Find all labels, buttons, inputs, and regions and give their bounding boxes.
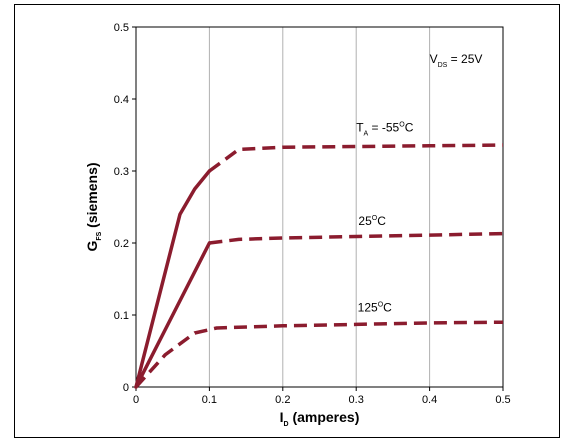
x-tick-label-0: 0	[133, 394, 139, 406]
x-tick-label-2: 0.2	[275, 394, 290, 406]
series-label-minus55c: TA = -55OC	[356, 120, 414, 137]
x-axis-title: ID (amperes)	[280, 409, 360, 428]
curve-minus55c-dashed	[208, 143, 504, 173]
x-tick-label-3: 0.3	[349, 394, 364, 406]
y-tick-label-0: 0	[123, 382, 129, 394]
plot-area	[135, 26, 504, 388]
series-labels: TA = -55OC 25OC 125OC	[356, 120, 414, 314]
x-tick-label-1: 0.1	[202, 394, 217, 406]
curves	[134, 143, 504, 389]
y-tick-label-2: 0.2	[114, 238, 129, 250]
series-label-25c: 25OC	[358, 214, 386, 228]
series-label-125c: 125OC	[358, 300, 392, 314]
x-tick-labels: 0 0.1 0.2 0.3 0.4 0.5	[133, 387, 511, 406]
y-axis-title: GFS (siemens)	[84, 162, 103, 251]
grid	[208, 27, 431, 387]
vds-annotation: VDS = 25V	[430, 52, 483, 69]
chart-frame	[14, 4, 560, 438]
curve-125c-dashed	[134, 320, 504, 389]
y-tick-label-5: 0.5	[114, 22, 129, 34]
x-tick-label-4: 0.4	[422, 394, 437, 406]
y-tick-labels: 0 0.1 0.2 0.3 0.4 0.5	[114, 22, 136, 394]
curve-25c-solid	[134, 241, 212, 389]
y-tick-label-3: 0.3	[114, 166, 129, 178]
curve-25c-dashed-tail	[209, 231, 504, 245]
y-tick-label-1: 0.1	[114, 310, 129, 322]
curve-minus55c-solid	[134, 169, 212, 389]
x-tick-label-5: 0.5	[495, 394, 510, 406]
y-tick-label-4: 0.4	[114, 94, 129, 106]
